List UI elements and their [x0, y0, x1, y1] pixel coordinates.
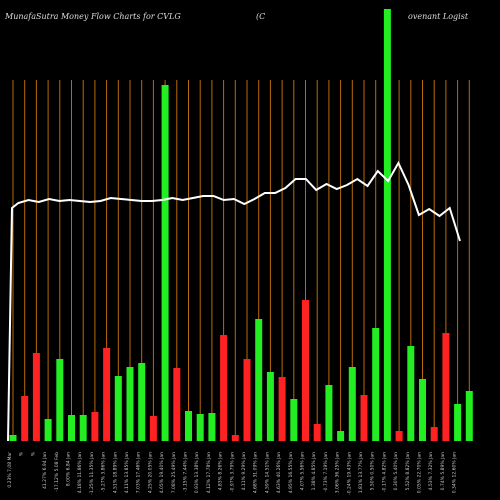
- x-tick-label: -17.12% 5.08 Feb: [54, 452, 60, 492]
- x-tick-label: 7.08% 25.49% Jan: [171, 452, 177, 493]
- money-flow-bar: [138, 363, 146, 441]
- money-flow-bar: [196, 414, 204, 441]
- money-flow-bar: [419, 379, 426, 441]
- money-flow-bar: [56, 359, 64, 441]
- money-flow-bar: [208, 413, 216, 441]
- money-flow-bar: [114, 376, 122, 441]
- x-tick-label: 4.59% 14.51% Jan: [264, 452, 270, 493]
- x-tick-label: -5.27% 3.86% Jan: [101, 452, 107, 492]
- money-flow-bar: [430, 427, 438, 441]
- chart-title-middle: (C: [256, 12, 266, 21]
- x-tick-label: 8.00% 6.84 Jan: [66, 452, 72, 486]
- money-flow-bar: [407, 346, 415, 441]
- x-tick-label: 4.83% 8.26% Jan: [218, 452, 224, 491]
- x-tick-label: -1.25% 11.35% Jan: [89, 452, 95, 495]
- money-flow-bar: [68, 415, 75, 441]
- x-tick-label: -0.24% 19.43% Jan: [346, 452, 352, 495]
- money-flow-bar: [91, 412, 99, 441]
- money-flow-bar: [395, 431, 403, 441]
- money-flow-bar: [161, 85, 169, 441]
- money-flow-bar: [231, 435, 239, 441]
- chart-title: MunafaSutra Money Flow Charts for CVLG: [5, 12, 181, 21]
- money-flow-bar: [9, 435, 17, 441]
- money-flow-bar: [126, 367, 134, 441]
- x-tick-label: 7.03% 17.46% Jan: [136, 452, 142, 493]
- money-flow-bar: [149, 416, 157, 441]
- money-flow-bar: [103, 348, 111, 441]
- money-flow-bar: [372, 328, 380, 441]
- money-flow-bar: [442, 333, 450, 441]
- money-flow-bar: [220, 335, 228, 441]
- money-flow-bar: [465, 391, 473, 441]
- x-tick-label: 3.06% 36.25% Jan: [335, 452, 341, 493]
- money-flow-bar: [325, 385, 333, 441]
- money-flow-bar: [454, 404, 462, 441]
- money-flow-bar: [302, 300, 309, 441]
- price-line-path: [7, 160, 461, 442]
- money-flow-bar: [383, 9, 391, 441]
- x-tick-label: 4.11% 13.85% Jan: [124, 452, 130, 493]
- money-flow-bar: [313, 424, 321, 441]
- x-tick-label: 1.38% 4.85% Jan: [311, 452, 317, 491]
- x-tick-label: -0.97% 3.79% Jan: [229, 452, 235, 492]
- money-flow-bar: [278, 377, 286, 441]
- x-tick-label: 4.05% 19.40% Jan: [159, 452, 165, 493]
- vertical-grid: [12, 80, 470, 441]
- x-tick-label: 5.50% 0.50% Jan: [370, 452, 376, 491]
- x-tick-label: 4.53% 7.32% Jan: [428, 452, 434, 491]
- x-tick-label: 4.68% 31.09% Jan: [253, 452, 259, 493]
- money-flow-bar: [44, 419, 52, 441]
- x-tick-label: 1.81% 13.77% Jan: [358, 452, 364, 493]
- x-tick-label: %: [30, 451, 36, 456]
- money-flow-bar: [255, 319, 263, 441]
- x-tick-label: 41.27% 6.94 Jan: [42, 452, 48, 489]
- x-tick-label: 4.11% 9.29% Jan: [241, 452, 247, 491]
- money-flow-bar: [337, 431, 345, 441]
- x-axis-labels: 0.23% 7,08 Mar%% 41.27% 6.94 Jan -17.12% 5…: [7, 451, 458, 495]
- x-tick-label: 4.12% 17.78% Jan: [206, 452, 212, 493]
- x-tick-label: 4.95% 16.55% Jan: [288, 452, 294, 493]
- x-tick-label: 4.07% 5.56% Jan: [300, 452, 306, 491]
- x-tick-label: 0.05% 22.70% Jan: [417, 452, 423, 493]
- x-tick-label: 0.93% 13.38% Jan: [194, 452, 200, 493]
- money-flow-bar: [79, 415, 87, 441]
- money-flow-bar: [32, 353, 40, 441]
- money-flow-bar: [360, 395, 368, 441]
- money-flow-bar: [266, 372, 274, 441]
- x-tick-label: 0.74% 5.89% Jan: [440, 452, 446, 491]
- x-tick-label: -3.15% 7.44% Jan: [183, 452, 189, 492]
- x-tick-label: %: [19, 451, 25, 456]
- money-flow-bar: [21, 396, 29, 441]
- money-flow-bar: [173, 368, 181, 441]
- money-flow-bar: [243, 359, 251, 441]
- x-tick-label: 4.63% 40.26% Jan: [276, 452, 282, 493]
- money-flow-bar: [290, 399, 298, 441]
- x-tick-label: 0.30% 5.40% Jan: [393, 452, 399, 491]
- chart-title-right: ovenant Logist: [408, 12, 469, 21]
- price-line: [7, 160, 461, 442]
- x-tick-label: 4.51% 18.89% Jan: [112, 452, 118, 493]
- x-tick-label: 0.34% 12.60% Jan: [452, 452, 458, 493]
- x-tick-label: -0.17% 4.82% Jan: [381, 452, 387, 492]
- x-tick-label: -0.73% 7.19% Jan: [323, 452, 329, 492]
- x-tick-label: 4.18% 11.86% Jan: [77, 452, 83, 493]
- x-tick-label: 0.23% 7,08 Mar: [7, 452, 13, 488]
- money-flow-bar: [185, 411, 192, 441]
- x-tick-label: 4.25% 20.05% Jan: [147, 452, 153, 493]
- money-flow-bars: [9, 9, 473, 441]
- money-flow-bar: [348, 367, 356, 441]
- x-tick-label: 5.52% 8.82% Jan: [405, 452, 411, 491]
